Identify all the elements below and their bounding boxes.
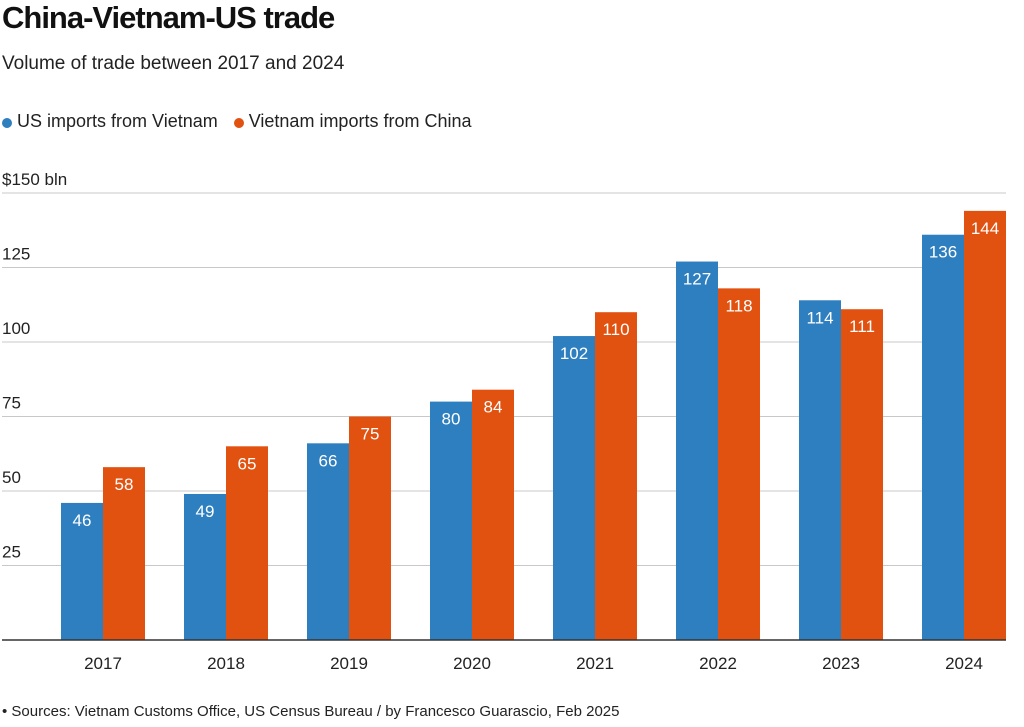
x-tick-label: 2018 bbox=[207, 654, 245, 673]
y-tick-label: 25 bbox=[2, 543, 21, 562]
bar bbox=[349, 416, 391, 640]
data-label: 118 bbox=[725, 296, 752, 315]
bar bbox=[472, 389, 514, 640]
bar bbox=[61, 502, 103, 640]
bar bbox=[841, 309, 883, 640]
legend-label-vietnam: Vietnam imports from China bbox=[248, 111, 472, 131]
data-label: 111 bbox=[849, 317, 875, 336]
x-tick-label: 2021 bbox=[576, 654, 614, 673]
data-label: 127 bbox=[683, 270, 711, 289]
y-tick-label: 50 bbox=[2, 468, 21, 487]
y-tick-label: 75 bbox=[2, 394, 21, 413]
x-tick-label: 2019 bbox=[330, 654, 368, 673]
chart-subtitle: Volume of trade between 2017 and 2024 bbox=[2, 53, 345, 74]
data-label: 144 bbox=[971, 219, 999, 238]
legend-item-vietnam: Vietnam imports from China bbox=[233, 111, 472, 132]
legend-swatch-vietnam bbox=[233, 118, 244, 128]
x-tick-label: 2023 bbox=[822, 654, 860, 673]
data-label: 110 bbox=[602, 320, 629, 339]
bar bbox=[964, 210, 1006, 640]
y-tick-label: 100 bbox=[2, 319, 30, 338]
data-label: 102 bbox=[560, 344, 588, 363]
data-label: 66 bbox=[319, 451, 338, 470]
data-label: 136 bbox=[929, 243, 957, 262]
bar bbox=[553, 336, 595, 640]
legend-swatch-us bbox=[2, 118, 12, 128]
x-tick-label: 2024 bbox=[945, 654, 983, 673]
data-label: 114 bbox=[806, 308, 833, 327]
legend-item-us: US imports from Vietnam bbox=[2, 111, 218, 132]
bar bbox=[922, 234, 964, 640]
source-note: • Sources: Vietnam Customs Office, US Ce… bbox=[2, 703, 620, 720]
bar bbox=[307, 443, 349, 640]
data-label: 49 bbox=[196, 502, 215, 521]
x-tick-label: 2022 bbox=[699, 654, 737, 673]
x-tick-label: 2020 bbox=[453, 654, 491, 673]
data-label: 65 bbox=[238, 454, 257, 473]
y-tick-label: $150 bln bbox=[2, 170, 67, 189]
bar bbox=[595, 312, 637, 640]
data-label: 84 bbox=[484, 398, 503, 417]
data-label: 46 bbox=[73, 511, 92, 530]
bar bbox=[718, 288, 760, 640]
legend-label-us: US imports from Vietnam bbox=[17, 111, 218, 131]
y-tick-label: 125 bbox=[2, 245, 30, 264]
bar bbox=[103, 467, 145, 640]
bar bbox=[184, 493, 226, 640]
bar bbox=[226, 446, 268, 640]
chart-title: China-Vietnam-US trade bbox=[2, 0, 335, 35]
bar bbox=[799, 300, 841, 640]
x-tick-label: 2017 bbox=[84, 654, 122, 673]
data-label: 75 bbox=[361, 425, 380, 444]
bar bbox=[676, 261, 718, 640]
data-label: 58 bbox=[115, 475, 134, 494]
bar bbox=[430, 401, 472, 640]
legend: US imports from Vietnam Vietnam imports … bbox=[2, 111, 487, 132]
data-label: 80 bbox=[442, 410, 461, 429]
